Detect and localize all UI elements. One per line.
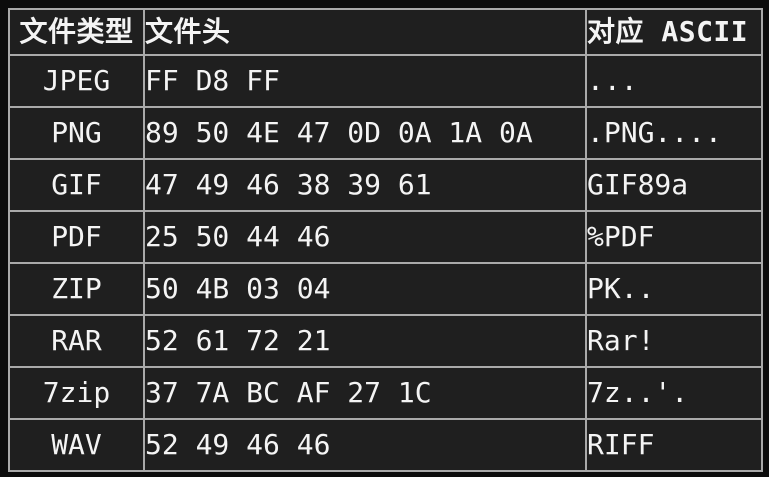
header-row: 文件类型 文件头 对应 ASCII — [8, 8, 763, 56]
file-type-cell: RAR — [8, 314, 145, 368]
file-header-cell: 47 49 46 38 39 61 — [143, 158, 587, 212]
file-type-cell: PNG — [8, 106, 145, 160]
file-type-cell: 7zip — [8, 366, 145, 420]
table-row: JPEG FF D8 FF ... — [8, 54, 763, 108]
table-row: ZIP 50 4B 03 04 PK.. — [8, 262, 763, 316]
file-signature-table: 文件类型 文件头 对应 ASCII JPEG FF D8 FF ... PNG … — [8, 8, 763, 472]
file-header-cell: 52 49 46 46 — [143, 418, 587, 472]
file-type-cell: WAV — [8, 418, 145, 472]
ascii-cell: GIF89a — [585, 158, 763, 212]
file-header-cell: 25 50 44 46 — [143, 210, 587, 264]
ascii-cell: Rar! — [585, 314, 763, 368]
file-type-cell: ZIP — [8, 262, 145, 316]
ascii-cell: ... — [585, 54, 763, 108]
table-row: RAR 52 61 72 21 Rar! — [8, 314, 763, 368]
table-row: PNG 89 50 4E 47 0D 0A 1A 0A .PNG.... — [8, 106, 763, 160]
file-header-cell: 89 50 4E 47 0D 0A 1A 0A — [143, 106, 587, 160]
file-header-cell: 52 61 72 21 — [143, 314, 587, 368]
table-row: PDF 25 50 44 46 %PDF — [8, 210, 763, 264]
table-row: GIF 47 49 46 38 39 61 GIF89a — [8, 158, 763, 212]
file-type-cell: JPEG — [8, 54, 145, 108]
file-type-cell: GIF — [8, 158, 145, 212]
column-header-file-type: 文件类型 — [8, 8, 145, 56]
ascii-cell: PK.. — [585, 262, 763, 316]
table-row: WAV 52 49 46 46 RIFF — [8, 418, 763, 472]
file-header-cell: 50 4B 03 04 — [143, 262, 587, 316]
ascii-cell: %PDF — [585, 210, 763, 264]
file-header-cell: 37 7A BC AF 27 1C — [143, 366, 587, 420]
table-body: JPEG FF D8 FF ... PNG 89 50 4E 47 0D 0A … — [8, 54, 763, 472]
table-row: 7zip 37 7A BC AF 27 1C 7z..'. — [8, 366, 763, 420]
file-header-cell: FF D8 FF — [143, 54, 587, 108]
ascii-cell: RIFF — [585, 418, 763, 472]
ascii-cell: .PNG.... — [585, 106, 763, 160]
ascii-cell: 7z..'. — [585, 366, 763, 420]
file-type-cell: PDF — [8, 210, 145, 264]
column-header-file-magic: 文件头 — [143, 8, 587, 56]
table-header: 文件类型 文件头 对应 ASCII — [8, 8, 763, 56]
column-header-ascii: 对应 ASCII — [585, 8, 763, 56]
